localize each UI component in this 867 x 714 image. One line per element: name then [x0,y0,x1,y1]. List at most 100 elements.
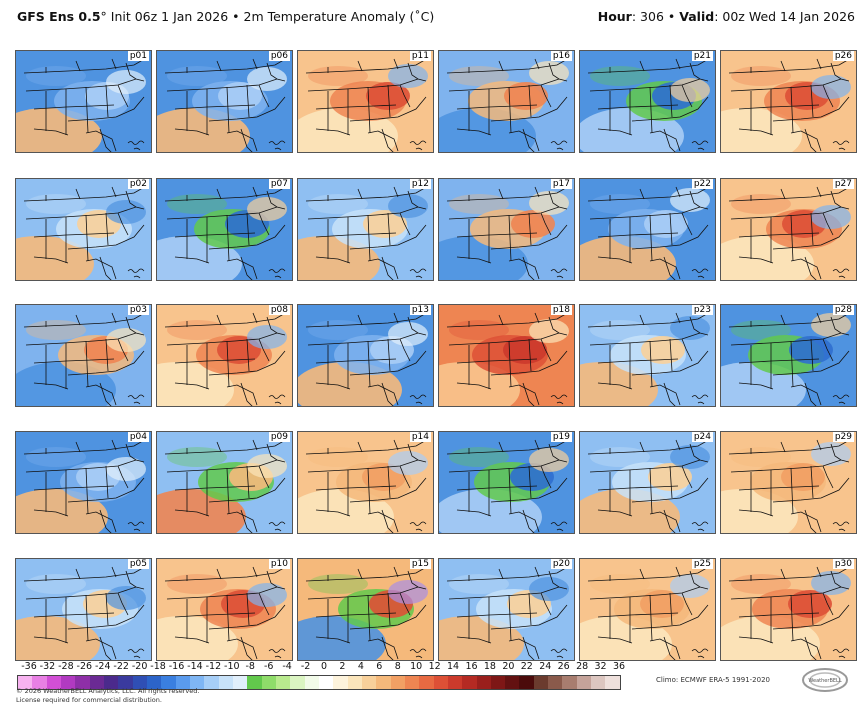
color-bar-swatch [419,676,434,689]
legend-ticks: -36 -32 -28 -26 -24 -22 -20 -18 -16 -14 -12 -10 -8 -6… [17,661,627,673]
legend-tick-label: -18 [150,661,166,672]
legend-tick-label: -2 [300,661,311,672]
ensemble-panel-p20: p20 [438,558,575,661]
color-bar-swatch [60,676,76,689]
color-bar-swatch [462,676,477,689]
ensemble-panel-p03: p03 [15,304,152,407]
legend-tick-label: -20 [131,661,148,672]
legend-tick-label: 10 [410,661,423,672]
ensemble-panel-p07: p07 [156,178,293,281]
panel-map [157,51,292,152]
legend-tick-label: 24 [539,661,552,672]
logo-text: WeatherBELL [808,678,841,684]
color-bar-swatch [261,676,276,689]
legend-tick-label: 26 [557,661,570,672]
panel-label: p25 [691,559,713,569]
legend-tick-label: 8 [394,661,401,672]
panel-label: p21 [691,51,713,61]
color-bar-swatch [447,676,463,689]
color-bar-swatch [290,676,305,689]
valid-value: : 00z Wed 14 Jan 2026 [714,9,855,24]
color-bar-swatch [189,676,205,689]
legend-tick-label: -8 [245,661,255,672]
panel-map [16,51,151,152]
ensemble-panel-p19: p19 [438,431,575,534]
color-bar-swatch [247,676,262,689]
panel-label: p15 [409,559,431,569]
bullet-1: • [232,9,240,24]
ensemble-panel-p23: p23 [579,304,716,407]
color-bar-swatch [46,676,61,689]
color-bar-swatch [591,676,606,689]
ensemble-panel-p06: p06 [156,50,293,153]
panel-label: p05 [127,559,149,569]
panel-map [298,432,433,533]
ensemble-panel-p08: p08 [156,304,293,407]
field-name: 2m Temperature Anomaly (˚C) [243,9,435,24]
panel-label: p19 [550,432,572,442]
color-bar-swatch [605,676,620,689]
panel-label: p11 [409,51,431,61]
legend-tick-label: 14 [447,661,460,672]
ensemble-panel-p16: p16 [438,50,575,153]
panel-label: p27 [832,179,854,189]
panel-label: p28 [832,305,854,315]
legend-tick-label: -24 [94,661,111,672]
legend-tick-label: 36 [612,661,626,672]
color-bar-swatch [390,676,405,689]
color-bar-swatch [404,676,420,689]
legend-tick-label: 2 [339,661,346,672]
color-bar-swatch [333,676,348,689]
color-bar [17,675,621,690]
color-bar-swatch [75,676,90,689]
logo-icon: WeatherBELL [802,668,848,692]
legend-tick-label: 18 [483,661,496,672]
ensemble-panel-p13: p13 [297,304,434,407]
color-bar-swatch [132,676,147,689]
panel-label: p26 [832,51,854,61]
color-bar-swatch [347,676,362,689]
panel-label: p22 [691,179,713,189]
legend-tick-label: 0 [320,661,328,672]
panel-label: p18 [550,305,572,315]
panel-label: p16 [550,51,572,61]
legend-tick-label: -16 [168,661,185,672]
ensemble-panel-p22: p22 [579,178,716,281]
panel-map [439,179,574,280]
panel-label: p08 [268,305,290,315]
panel-map [298,305,433,406]
ensemble-panel-p25: p25 [579,558,716,661]
color-bar-swatch [576,676,592,689]
legend-tick-label: 4 [357,661,364,672]
valid-label: Valid [679,9,715,24]
panel-label: p10 [268,559,290,569]
color-bar-swatch [175,676,190,689]
ensemble-panel-p10: p10 [156,558,293,661]
panel-map [580,432,715,533]
ensemble-panel-p12: p12 [297,178,434,281]
ensemble-panel-p18: p18 [438,304,575,407]
color-bar-swatch [490,676,506,689]
panel-map [157,559,292,660]
color-bar-swatch [18,676,33,689]
panel-map [580,305,715,406]
legend-tick-label: -12 [205,661,222,672]
init-time: Init 06z 1 Jan 2026 [110,9,229,24]
ensemble-panel-p28: p28 [720,304,857,407]
panel-map [16,432,151,533]
color-bar-swatch [32,676,47,689]
ensemble-panel-p26: p26 [720,50,857,153]
panel-map [157,179,292,280]
legend-tick-label: 20 [502,661,515,672]
ensemble-panel-p14: p14 [297,431,434,534]
ensemble-panel-p30: p30 [720,558,857,661]
panel-map [16,559,151,660]
legend-tick-label: -36 [21,661,37,672]
color-bar-swatch [361,676,377,689]
license-text: License required for commercial distribu… [16,696,162,704]
color-bar-swatch [476,676,491,689]
color-bar-swatch [519,676,534,689]
hour-label: Hour [597,9,632,24]
panel-label: p03 [127,305,149,315]
panel-label: p04 [127,432,149,442]
